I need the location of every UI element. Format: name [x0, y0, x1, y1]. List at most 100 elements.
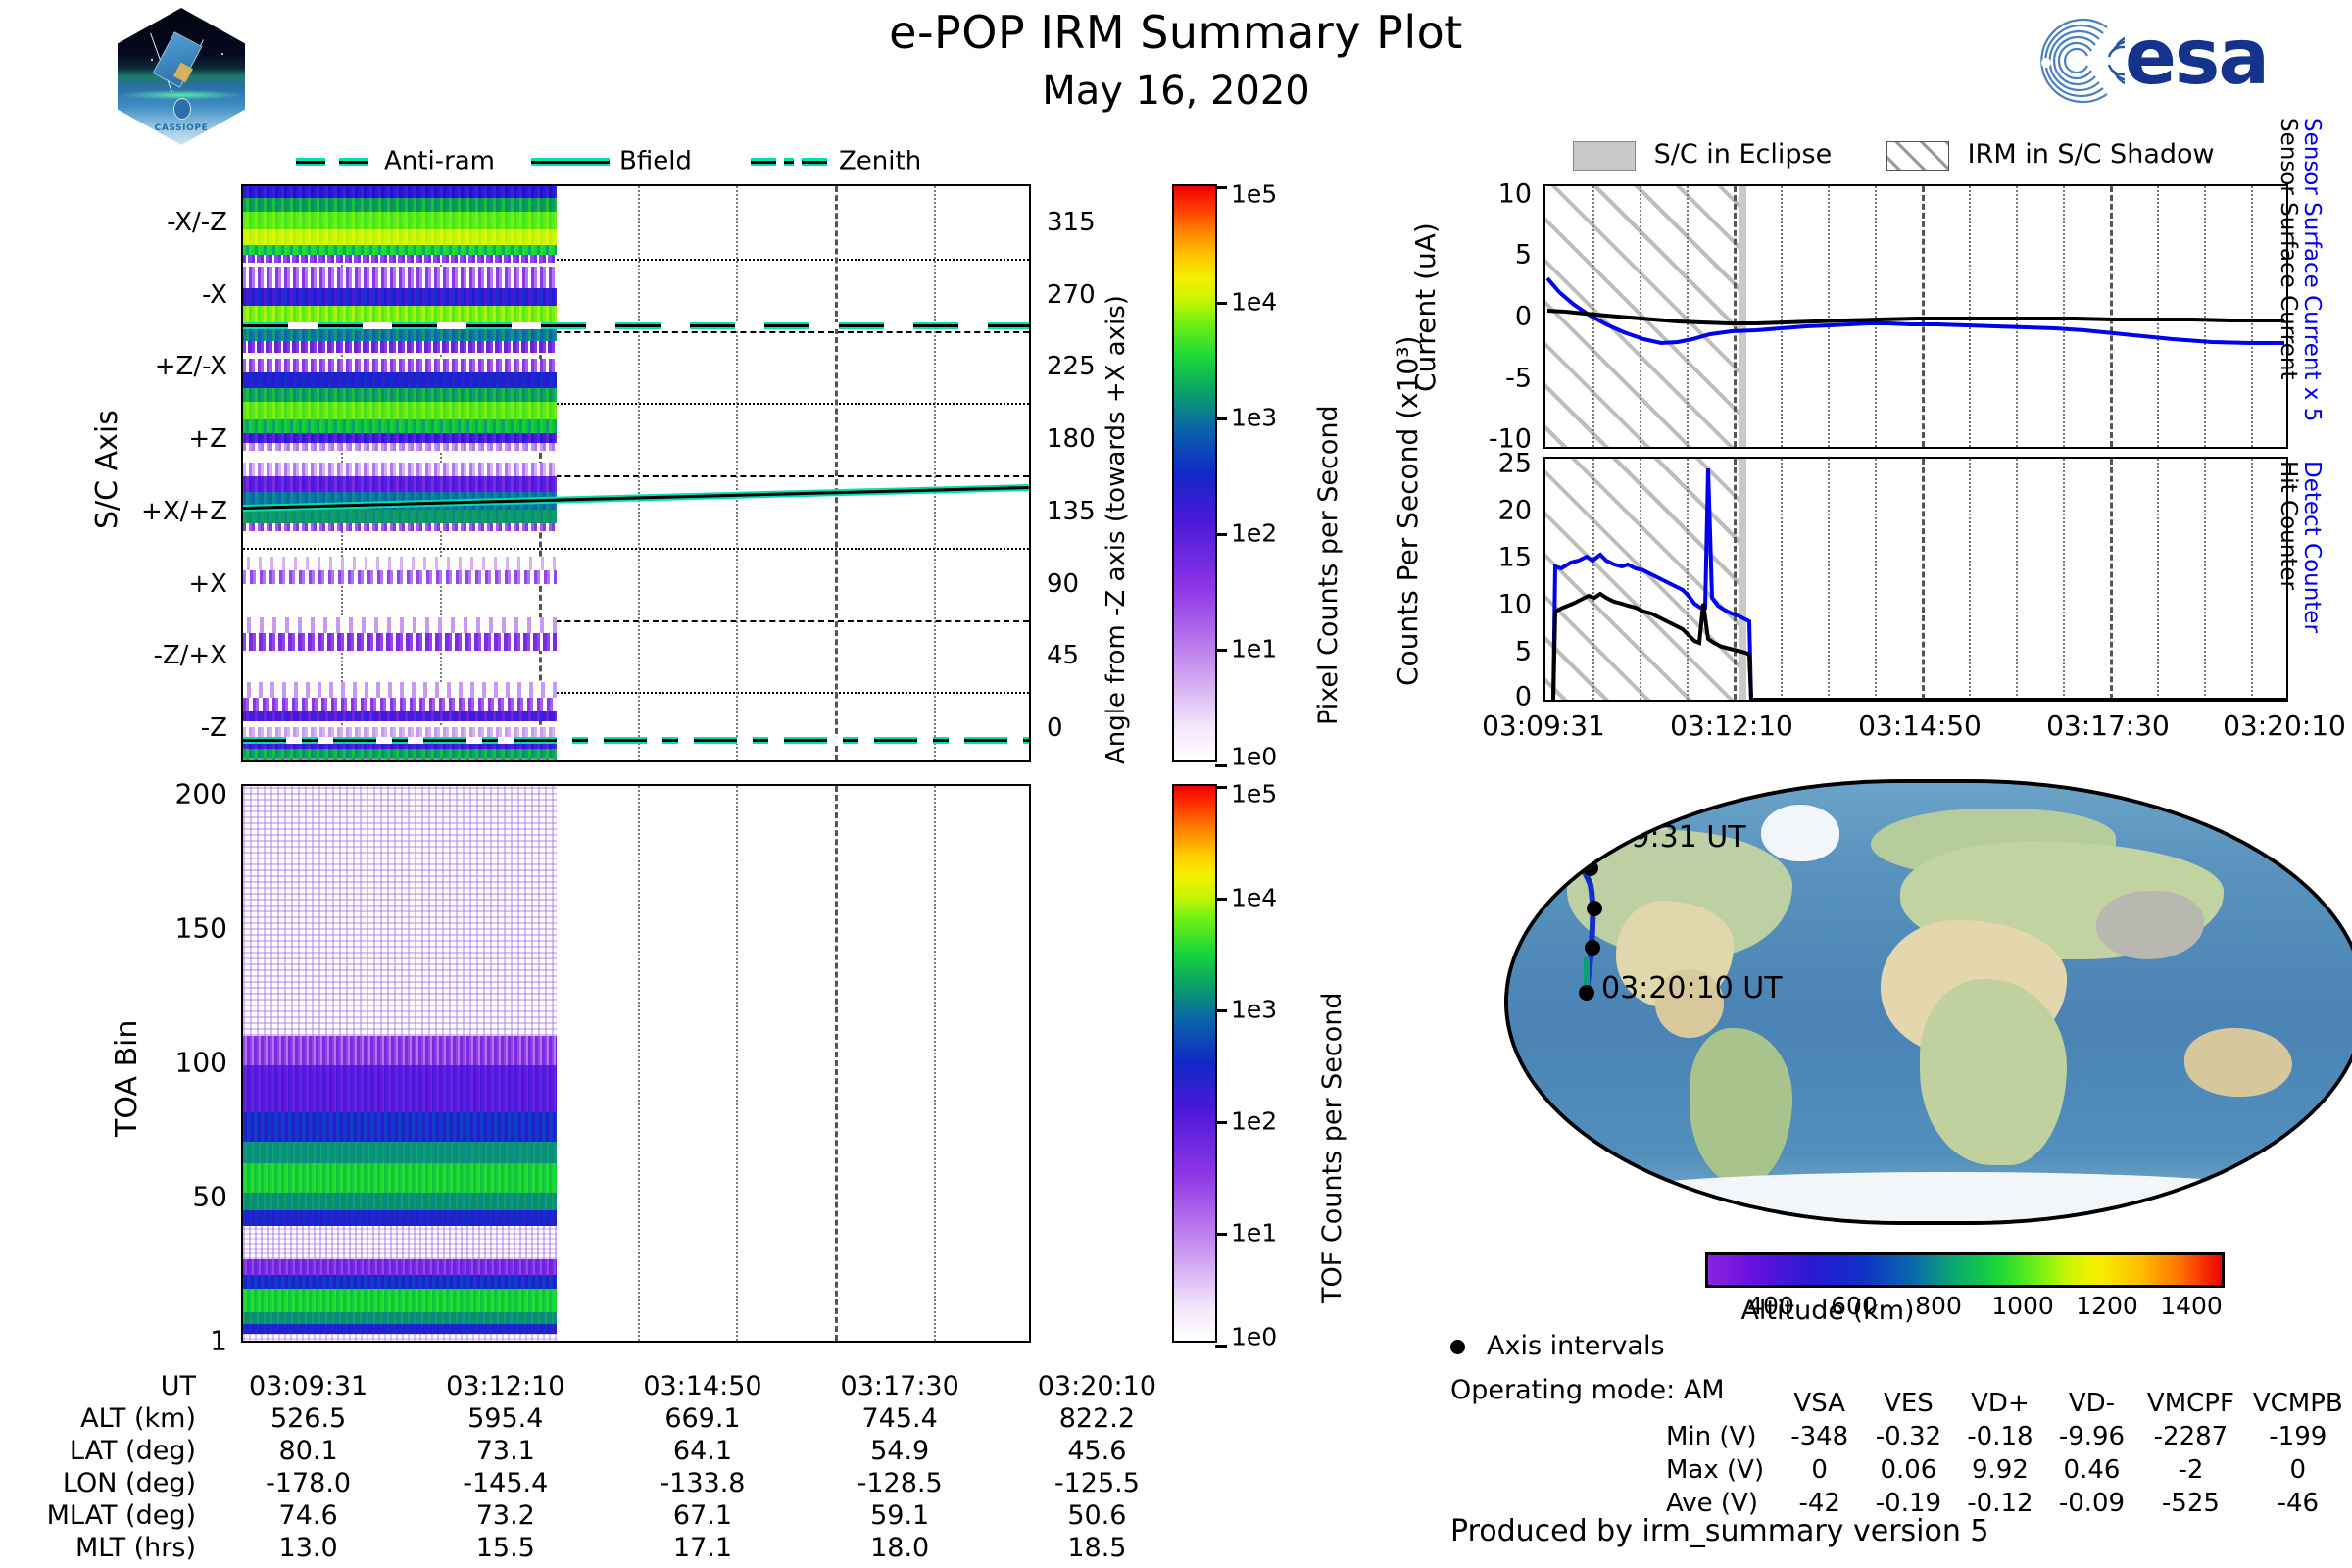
table-row: ALT (km) 526.5 595.4 669.1 745.4 822.2 — [0, 1402, 1196, 1435]
xtick-1: 03:12:10 — [1670, 710, 1793, 742]
table-cell: 03:17:30 — [840, 1371, 959, 1401]
counts-plot-panel: 25 20 15 10 5 0 — [1498, 449, 2288, 712]
ytick-sc-axis-5: +X — [188, 568, 227, 599]
esa-logo: esa — [2031, 10, 2325, 113]
table-cell: 73.2 — [475, 1500, 535, 1531]
sc-axis-heatmap-data — [243, 186, 557, 760]
table-cell: 03:09:31 — [248, 1371, 368, 1401]
land-south-america — [1690, 1028, 1792, 1185]
table-row: MLT (hrs) 13.0 15.5 17.1 18.0 18.5 — [0, 1532, 1196, 1564]
ytick-angle-7: 0 — [1047, 713, 1063, 744]
column-header: VD+ — [1971, 1389, 2030, 1418]
table-cell: -128.5 — [857, 1468, 943, 1498]
track-point-2 — [1587, 901, 1602, 916]
land-himalaya — [2096, 891, 2204, 959]
toa-bin-ylabel: TOA Bin — [110, 1019, 144, 1137]
ytick-angle-3: 180 — [1047, 424, 1096, 455]
table-cell: -348 — [1790, 1422, 1849, 1451]
legend-label: Bfield — [619, 146, 692, 176]
legend-item-anti-ram: Anti-ram — [296, 145, 495, 178]
row-header: LON (deg) — [62, 1468, 196, 1498]
table-cell: 18.5 — [1067, 1533, 1127, 1563]
altcb-tick-1200: 1200 — [2076, 1292, 2138, 1320]
shadow-legend: S/C in Eclipse IRM in S/C Shadow — [1544, 139, 2288, 172]
row-header: ALT (km) — [80, 1403, 196, 1434]
table-cell: 9.92 — [1971, 1455, 2029, 1485]
table-cell: 03:20:10 — [1037, 1371, 1156, 1401]
table-cell: -0.19 — [1875, 1489, 1942, 1518]
ytick-counts-5: 5 — [1514, 636, 1532, 667]
counts-ylabel: Counts Per Second (x10³) — [1392, 335, 1424, 686]
cb1-tick-1e2: 1e2 — [1231, 518, 1278, 548]
ytick-counts-0: 0 — [1514, 681, 1532, 712]
table-cell: 45.6 — [1067, 1436, 1127, 1466]
column-header: VCMPB — [2252, 1389, 2343, 1418]
sc-axis-spectrogram-panel: -X/-Z -X +Z/-X +Z +X/+Z +X -Z/+X -Z 315 … — [141, 184, 1096, 762]
counts-right-label-blue: Detect Counter — [2299, 461, 2325, 633]
table-cell: -0.32 — [1875, 1422, 1942, 1451]
ytick-current-m5: -5 — [1505, 363, 1532, 394]
counts-series-svg — [1551, 467, 2286, 700]
xtick-4: 03:20:10 — [2223, 710, 2346, 742]
operating-mode-label: Operating mode: AM — [1450, 1375, 1725, 1405]
table-row: Max (V) 0 0.06 9.92 0.46 -2 0 — [1666, 1453, 2352, 1487]
trace-zenith — [243, 737, 1029, 744]
table-cell: 73.1 — [475, 1436, 535, 1466]
ytick-angle-4: 135 — [1047, 496, 1096, 526]
table-cell: 15.5 — [475, 1533, 535, 1563]
altitude-colorbar-title: Altitude (km) — [1740, 1296, 1915, 1326]
table-cell: 17.1 — [672, 1533, 733, 1563]
table-cell: 526.5 — [270, 1403, 347, 1434]
table-row: UT 03:09:31 03:12:10 03:14:50 03:17:30 03:20:… — [0, 1370, 1196, 1402]
series-hit-counter — [1551, 591, 2286, 700]
legend-label: IRM in S/C Shadow — [1967, 139, 2215, 170]
table-cell: 03:12:10 — [446, 1371, 565, 1401]
cb2-tick-1e3: 1e3 — [1231, 995, 1278, 1024]
ytick-sc-axis-7: -Z — [200, 713, 227, 744]
cassiope-mission-logo: CASSIOPE — [114, 4, 249, 149]
table-cell: 80.1 — [278, 1436, 338, 1466]
table-cell: 595.4 — [467, 1403, 544, 1434]
row-header: Ave (V) — [1666, 1489, 1758, 1518]
altcb-tick-800: 800 — [1915, 1292, 1962, 1320]
table-cell: 0 — [1811, 1455, 1828, 1485]
cb2-tick-1e2: 1e2 — [1231, 1106, 1278, 1136]
esa-wordmark: esa — [2125, 14, 2270, 102]
column-header: VES — [1884, 1389, 1934, 1418]
ytick-toa-1: 1 — [210, 1324, 227, 1357]
angle-axis-label: Angle from -Z axis (towards +X axis) — [1102, 295, 1131, 764]
table-cell: 669.1 — [664, 1403, 741, 1434]
altcb-tick-1400: 1400 — [2160, 1292, 2223, 1320]
ytick-sc-axis-3: +Z — [188, 424, 227, 455]
table-cell: 745.4 — [861, 1403, 938, 1434]
footer-produced-by: Produced by irm_summary version 5 — [1450, 1514, 1989, 1548]
ytick-angle-2: 225 — [1047, 352, 1096, 382]
table-cell: 13.0 — [278, 1533, 338, 1563]
toa-bin-heatmap-data — [243, 786, 557, 1341]
altitude-colorbar: 400 600 800 1000 1200 1400 — [1705, 1252, 2225, 1320]
land-mexico — [1655, 969, 1724, 1038]
ground-track-map: 03:09:31 UT 03:20:10 UT — [1504, 779, 2352, 1225]
table-cell: -178.0 — [266, 1468, 352, 1498]
corner-cell — [1666, 1387, 1777, 1420]
ytick-counts-10: 10 — [1497, 589, 1532, 620]
ytick-counts-25: 25 — [1497, 448, 1532, 479]
row-header: MLT (hrs) — [74, 1533, 196, 1563]
row-header: Max (V) — [1666, 1455, 1765, 1485]
table-cell: -145.4 — [463, 1468, 549, 1498]
land-africa — [1920, 979, 2067, 1165]
eclipse-region — [1739, 186, 1746, 447]
toa-bin-spectrogram-panel: 200 150 100 50 1 — [175, 778, 1031, 1357]
xtick-3: 03:17:30 — [2046, 710, 2170, 742]
sc-axis-ylabel: S/C Axis — [90, 410, 124, 529]
ytick-sc-axis-0: -X/-Z — [167, 207, 227, 237]
legend-label: S/C in Eclipse — [1653, 139, 1833, 170]
altcb-tick-600: 600 — [1831, 1292, 1878, 1320]
tof-counts-colorbar-title: TOF Counts per Second — [1317, 992, 1348, 1304]
table-cell: 50.6 — [1067, 1500, 1127, 1531]
ytick-toa-200: 200 — [174, 777, 227, 810]
ytick-angle-5: 90 — [1047, 568, 1080, 599]
table-row: MLAT (deg) 74.6 73.2 67.1 59.1 50.6 — [0, 1499, 1196, 1532]
xtick-0: 03:09:31 — [1482, 710, 1605, 742]
table-cell: 67.1 — [672, 1500, 733, 1531]
